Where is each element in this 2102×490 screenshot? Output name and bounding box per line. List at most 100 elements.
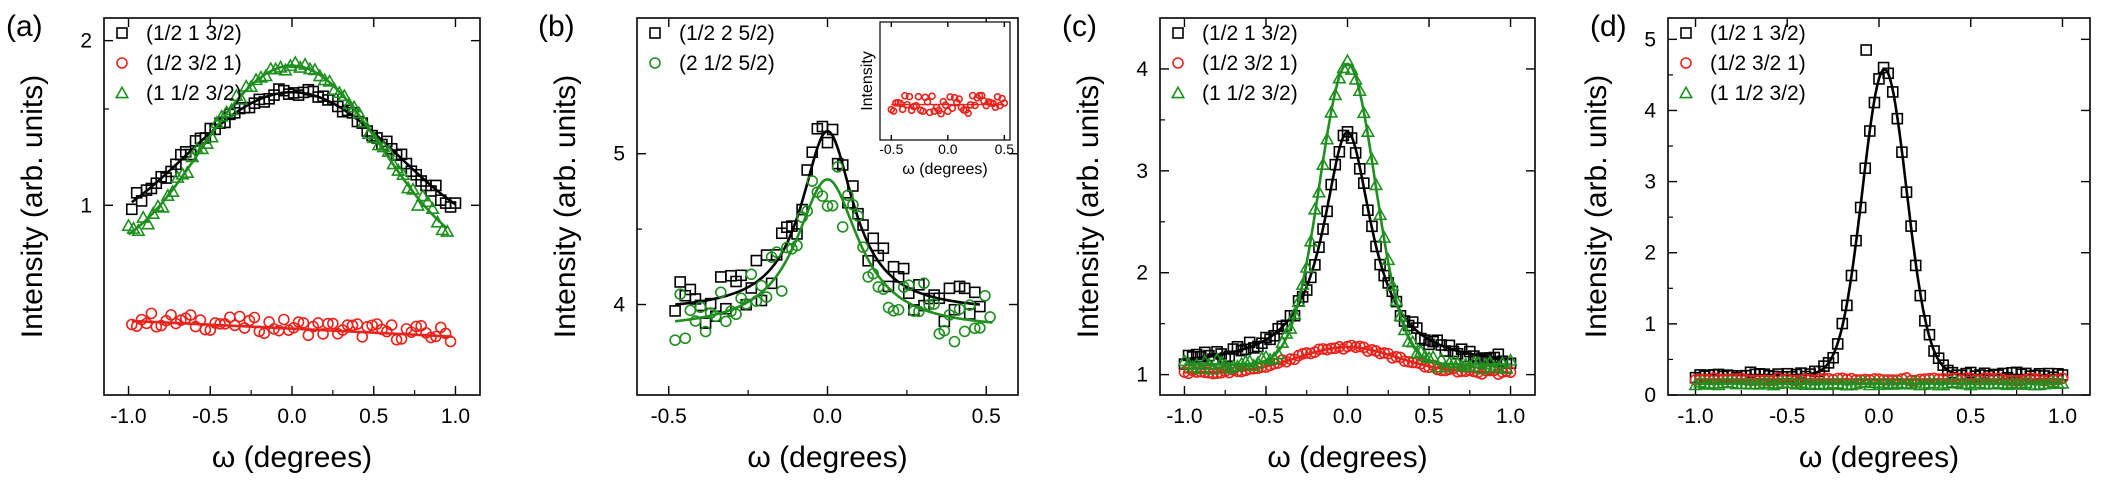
data-point — [184, 309, 197, 321]
data-point — [969, 286, 981, 299]
data-point — [842, 189, 854, 202]
data-point — [1000, 99, 1009, 107]
data-point — [1283, 321, 1298, 334]
data-point — [826, 199, 839, 212]
plot-area — [669, 120, 996, 348]
y-axis-label: Intensity (arb. units) — [1580, 75, 1613, 338]
data-point — [979, 289, 991, 302]
data-point — [755, 279, 768, 292]
data-point — [366, 319, 378, 332]
data-point — [322, 317, 334, 330]
data-point — [415, 188, 430, 202]
data-point — [1430, 359, 1445, 373]
x-tick-label: -0.5 — [879, 141, 903, 157]
data-point — [1345, 132, 1358, 144]
x-axis-label: ω (degrees) — [212, 441, 372, 474]
data-point — [925, 108, 934, 117]
x-tick-label: 0.0 — [813, 405, 842, 428]
data-point — [449, 197, 462, 209]
data-point — [963, 299, 976, 312]
data-point — [831, 161, 844, 173]
data-point — [937, 109, 945, 118]
y-tick-label: 2 — [80, 30, 92, 53]
data-point — [288, 55, 303, 69]
data-point — [1499, 361, 1514, 374]
x-tick-label: 1.0 — [1496, 405, 1525, 428]
data-point — [684, 304, 697, 317]
data-point — [964, 109, 972, 118]
y-axis-label: Intensity (arb. units) — [549, 75, 582, 338]
panel-0: -1.0 -0.5 0.0 0.5 1.0 1 2 ω (degrees) Intensity … — [16, 17, 481, 474]
data-point — [1455, 343, 1468, 355]
panel-3: -1.0 -0.5 0.0 0.5 1.0 0 1 2 3 4 5 ω (degrees) Intens… — [1580, 17, 2091, 474]
data-point — [1427, 335, 1439, 348]
data-point — [1340, 53, 1355, 67]
data-point — [125, 318, 138, 331]
panel-label: (b) — [538, 10, 575, 43]
series-1 — [669, 161, 996, 348]
data-point — [385, 319, 398, 331]
data-point — [919, 107, 927, 116]
data-point — [1470, 355, 1486, 369]
data-point — [770, 246, 783, 258]
data-point — [444, 335, 457, 348]
fit-line — [1184, 62, 1511, 366]
data-point — [1299, 260, 1314, 273]
data-point — [1344, 62, 1359, 75]
plot-frame — [879, 21, 1011, 141]
legend-entry: (1/2 3/2 1) — [146, 52, 242, 75]
data-point — [233, 310, 246, 323]
y-tick-label: 4 — [1644, 99, 1656, 122]
data-point — [356, 114, 372, 128]
series-1 — [125, 307, 457, 348]
data-point — [391, 163, 406, 176]
data-point — [877, 242, 890, 255]
data-point — [689, 315, 702, 327]
fit-line — [675, 129, 980, 306]
data-point — [1328, 87, 1343, 101]
x-axis-label: ω (degrees) — [747, 441, 907, 474]
data-point — [898, 105, 907, 114]
data-point — [993, 93, 1002, 101]
data-point — [745, 268, 758, 281]
data-point — [669, 334, 681, 347]
data-point — [1276, 320, 1289, 333]
legend-marker — [649, 27, 661, 39]
y-tick-label: 5 — [1644, 28, 1656, 51]
data-point — [292, 316, 305, 328]
outlier-point — [1860, 44, 1872, 56]
y-tick-label: 2 — [1136, 262, 1148, 285]
data-point — [821, 200, 834, 212]
x-tick-label: 0.5 — [1956, 405, 1985, 428]
y-tick-label: 4 — [613, 294, 625, 317]
data-point — [943, 282, 956, 295]
data-point — [219, 104, 234, 118]
data-point — [715, 271, 727, 283]
data-point — [914, 92, 923, 101]
data-point — [1378, 269, 1390, 282]
data-point — [760, 291, 773, 303]
data-point — [958, 325, 971, 338]
data-point — [1443, 339, 1456, 352]
data-point — [938, 315, 951, 328]
y-tick-label: 1 — [80, 194, 92, 217]
data-point — [969, 322, 981, 335]
legend-entry: (1/2 1 3/2) — [146, 22, 242, 45]
data-point — [750, 254, 763, 267]
data-point — [244, 79, 259, 93]
legend-entry: (2 1/2 5/2) — [679, 52, 775, 75]
legend-marker — [114, 85, 130, 99]
data-point — [889, 107, 898, 115]
data-point — [327, 317, 339, 330]
data-point — [410, 320, 423, 333]
data-point — [1295, 277, 1310, 290]
y-axis-label: Intensity — [859, 51, 876, 111]
y-axis-label: Intensity (arb. units) — [1072, 75, 1105, 338]
data-point — [699, 325, 712, 338]
legend: (1/2 1 3/2) (1/2 3/2 1) (1 1/2 3/2) — [1170, 22, 1298, 105]
data-point — [1483, 354, 1498, 368]
data-point — [984, 311, 996, 323]
data-point — [140, 317, 153, 330]
fit-line — [674, 178, 993, 324]
x-axis-label: ω (degrees) — [1799, 441, 1959, 474]
